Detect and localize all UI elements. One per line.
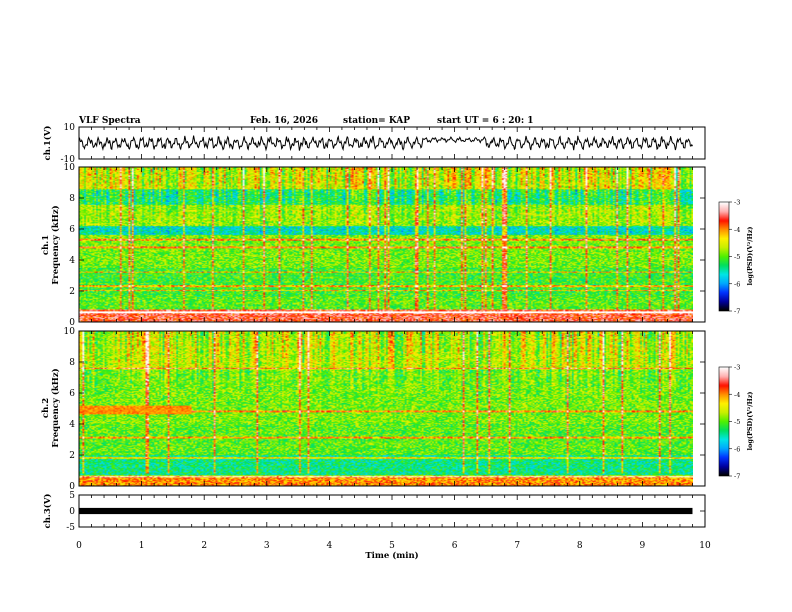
- figure-title: VLF Spectra: [78, 116, 141, 126]
- time-tick-label: 8: [577, 541, 583, 551]
- colorbar-tick-label: -4: [734, 226, 740, 234]
- time-tick-label: 10: [699, 541, 711, 551]
- ch2-colorbar: -3 -4 -5 -6 -7 log(PSD)(V²/Hz): [718, 364, 754, 481]
- time-tick-label: 0: [76, 541, 82, 551]
- frequency-tick-label: 2: [69, 451, 75, 461]
- ch1-tick-label: 10: [64, 123, 76, 133]
- colorbar-tick-label: -5: [734, 253, 740, 261]
- ch3-waveform-panel: 5 0 -5 ch.3(V): [42, 491, 706, 533]
- colorbar-tick-label: -3: [734, 199, 740, 207]
- time-tick-label: 7: [514, 541, 520, 551]
- ch1-y-ticks: 10 -10: [61, 123, 76, 165]
- ch2-spectrogram-panel: 0 2 4 6 8 10 ch.2 Frequency (kHz): [41, 327, 706, 492]
- colorbar-tick-label: -5: [734, 418, 740, 426]
- ch1-colorbar-ticks: -3 -4 -5 -6 -7: [729, 199, 740, 316]
- ch2-colorbar-label: log(PSD)(V²/Hz): [746, 392, 754, 451]
- ch1-spectrogram-image: [79, 167, 693, 322]
- ch2-frequency-label: Frequency (kHz): [50, 368, 61, 447]
- ch3-axis-label: ch.3(V): [42, 494, 53, 529]
- frequency-tick-label: 8: [69, 194, 75, 204]
- frequency-tick-label: 0: [69, 318, 75, 328]
- time-tick-label: 1: [139, 541, 145, 551]
- frequency-tick-label: 10: [64, 163, 76, 173]
- frequency-tick-label: 6: [69, 389, 75, 399]
- ch1-spectrogram-panel: 0 2 4 6 8 10 ch.1 Frequency (kHz): [41, 163, 706, 328]
- time-tick-label: 3: [264, 541, 270, 551]
- ch1-channel-label: ch.1: [41, 235, 51, 255]
- ch2-channel-label: ch.2: [41, 398, 51, 418]
- ch2-spectrogram-image: [79, 331, 693, 486]
- start-time-label: start UT = 6 : 20: 1: [437, 116, 534, 126]
- ch1-axis-label: ch.1(V): [42, 126, 53, 161]
- ch3-tick-label: -5: [66, 523, 75, 533]
- time-tick-label: 5: [389, 541, 395, 551]
- frequency-tick-label: 10: [64, 327, 76, 337]
- frequency-tick-label: 6: [69, 225, 75, 235]
- frequency-tick-label: 2: [69, 287, 75, 297]
- ch1-waveform-panel: 10 -10 ch.1(V): [42, 123, 706, 165]
- frequency-tick-label: 8: [69, 358, 75, 368]
- colorbar-tick-label: -4: [734, 391, 740, 399]
- colorbar-tick-label: -6: [734, 280, 740, 288]
- frequency-tick-label: 0: [69, 482, 75, 492]
- ch1-tick-label: -10: [61, 155, 76, 165]
- colorbar-tick-label: -7: [734, 473, 740, 481]
- colorbar-tick-label: -3: [734, 364, 740, 372]
- ch2-colorbar-gradient: [719, 367, 729, 476]
- colorbar-tick-label: -6: [734, 445, 740, 453]
- ch1-frequency-label: Frequency (kHz): [50, 205, 61, 284]
- ch2-colorbar-ticks: -3 -4 -5 -6 -7: [729, 364, 740, 481]
- time-tick-label: 6: [452, 541, 458, 551]
- ch1-frequency-ticks: 0 2 4 6 8 10: [64, 163, 705, 328]
- time-axis-ticks: 0 1 2 3 4 5 6 7 8 9 10: [76, 127, 711, 551]
- colorbar-tick-label: -7: [734, 308, 740, 316]
- frequency-tick-label: 4: [69, 420, 75, 430]
- date-label: Feb. 16, 2026: [250, 116, 318, 126]
- ch1-colorbar-gradient: [719, 202, 729, 311]
- ch3-waveform-band: [79, 507, 693, 515]
- ch1-waveform-line: [78, 134, 693, 152]
- time-tick-label: 2: [201, 541, 207, 551]
- time-axis-label: Time (min): [365, 550, 418, 561]
- time-tick-label: 4: [327, 541, 333, 551]
- ch3-tick-label: 0: [69, 507, 75, 517]
- ch3-tick-label: 5: [69, 491, 75, 501]
- time-tick-label: 9: [640, 541, 646, 551]
- station-label: station= KAP: [343, 116, 410, 126]
- ch3-y-ticks: 5 0 -5: [66, 491, 705, 533]
- ch1-colorbar-label: log(PSD)(V²/Hz): [746, 227, 754, 286]
- ch1-colorbar: -3 -4 -5 -6 -7 log(PSD)(V²/Hz): [718, 199, 754, 316]
- frequency-tick-label: 4: [69, 256, 75, 266]
- ch2-frequency-ticks: 0 2 4 6 8 10: [64, 327, 705, 492]
